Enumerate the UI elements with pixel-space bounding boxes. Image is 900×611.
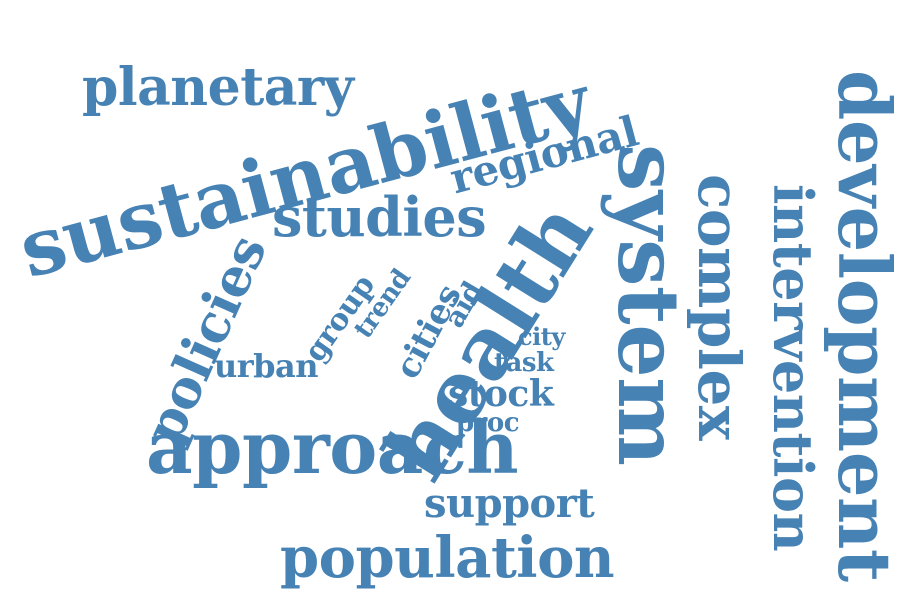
word-development: development bbox=[822, 70, 900, 582]
word-complex: complex bbox=[685, 174, 753, 440]
word-population: population bbox=[280, 525, 615, 591]
word-intervention: intervention bbox=[761, 184, 825, 552]
word-stock: stock bbox=[448, 373, 554, 415]
word-urban: urban bbox=[214, 347, 319, 385]
word-support: support bbox=[424, 480, 595, 527]
word-studies: studies bbox=[272, 185, 487, 249]
word-planetary: planetary bbox=[82, 57, 354, 118]
word-system: system bbox=[599, 144, 698, 466]
word-city: city bbox=[518, 322, 565, 351]
word-task: task bbox=[494, 348, 554, 378]
word-approach: approach bbox=[146, 405, 519, 490]
word-proc: proc bbox=[456, 408, 520, 438]
